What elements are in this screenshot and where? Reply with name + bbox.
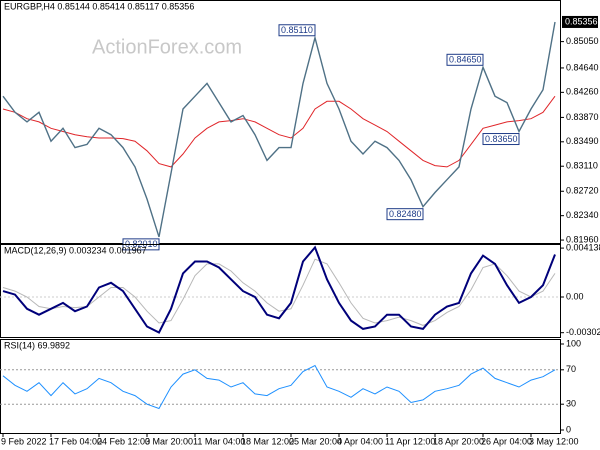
- annotation-label: 0.82480: [389, 209, 422, 219]
- series-line: [2, 245, 556, 334]
- y-tick-label: 0.004138: [566, 242, 600, 252]
- y-tick-label: 0.81960: [566, 234, 599, 244]
- series-line: [2, 258, 556, 326]
- x-tick-label: 11 Apr 12:00: [385, 436, 435, 446]
- watermark: ActionForex.com: [92, 36, 242, 58]
- y-tick-label: 100: [566, 338, 581, 348]
- x-tick-label: 17 Feb 04:00: [49, 436, 102, 446]
- x-tick-label: 4 Apr 04:00: [337, 436, 383, 446]
- x-tick-label: 18 Apr 20:00: [433, 436, 484, 446]
- y-tick-label: 0.84260: [566, 87, 599, 97]
- panel-title: EURGBP,H4 0.85144 0.85414 0.85117 0.8535…: [4, 1, 194, 11]
- y-tick-label: 0.83870: [566, 112, 599, 122]
- panel-frame: [0, 0, 561, 244]
- annotation-box: [446, 53, 484, 66]
- last-price-label: 0.85356: [565, 16, 598, 26]
- x-tick-label: 26 Apr 04:00: [481, 436, 532, 446]
- y-tick-label: 0.83490: [566, 136, 599, 146]
- y-tick-label: 0.83110: [566, 161, 598, 171]
- series-line: [2, 21, 556, 238]
- x-tick-label: 11 Mar 04:00: [193, 436, 245, 446]
- y-tick-label: 0.82340: [566, 210, 599, 220]
- annotation-label: 0.83650: [485, 134, 518, 144]
- annotation-label: 0.85110: [281, 25, 313, 35]
- annotation-box: [482, 133, 520, 146]
- y-tick-label: 30: [566, 399, 576, 409]
- y-tick-label: 70: [566, 364, 576, 374]
- y-tick-label: 0: [566, 424, 571, 434]
- x-tick-label: 25 Mar 20:00: [289, 436, 342, 446]
- last-price-box: [562, 15, 598, 28]
- panel-title: MACD(12,26,9) 0.003234 0.001967: [4, 245, 147, 255]
- x-tick-label: 3 May 12:00: [529, 436, 579, 446]
- series-line: [2, 95, 556, 168]
- y-tick-label: 0.82720: [566, 186, 599, 196]
- y-tick-label: -0.00302: [566, 327, 600, 337]
- y-tick-label: 0.84640: [566, 62, 599, 72]
- x-tick-label: 9 Feb 2022: [1, 436, 47, 446]
- annotation-box: [386, 208, 424, 221]
- series-line: [2, 364, 556, 410]
- y-tick-label: 0.85050: [566, 36, 599, 46]
- panel-title: RSI(14) 69.9892: [4, 340, 70, 350]
- x-tick-label: 24 Feb 12:00: [97, 436, 150, 446]
- x-tick-label: 18 Mar 12:00: [241, 436, 294, 446]
- y-tick-label: 0.00: [566, 291, 584, 301]
- annotation-label: 0.84650: [449, 55, 482, 65]
- x-tick-label: 3 Mar 20:00: [145, 436, 193, 446]
- panel-frame: [0, 339, 561, 434]
- panel-frame: [0, 244, 561, 338]
- annotation-box: [278, 24, 316, 37]
